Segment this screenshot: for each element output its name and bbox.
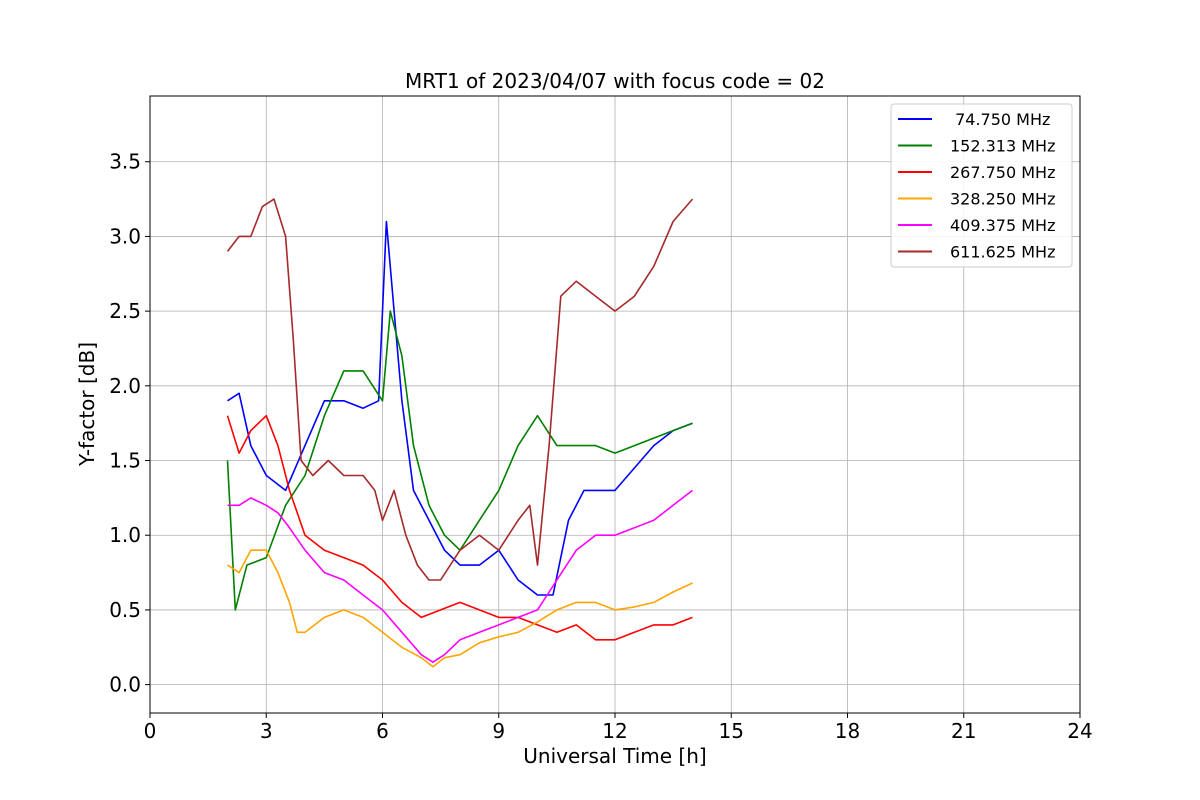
y-axis-ticks: 0.0 0.5 1.0 1.5 2.0 2.5 3.0 3.5 [109,150,150,697]
legend-box [890,103,1073,268]
x-tick-label: 0 [144,719,157,743]
series-lines [226,198,694,668]
series-line-2 [226,414,693,641]
plot-area [226,198,694,668]
y-tick-label: 0.0 [109,673,141,697]
legend: 74.750 MHz 152.313 MHz 267.750 MHz 328.250 … [890,103,1073,268]
legend-label-2: 267.750 MHz [950,163,1055,182]
legend-label-3: 328.250 MHz [950,190,1055,209]
chart-title: MRT1 of 2023/04/07 with focus code = 02 [405,69,825,93]
y-tick-label: 2.5 [109,299,141,323]
series-line-1 [226,310,693,611]
x-tick-label: 9 [492,719,505,743]
legend-label-1: 152.313 MHz [950,137,1055,156]
x-tick-label: 24 [1067,719,1092,743]
y-tick-label: 0.5 [109,598,141,622]
y-axis-label: Y-factor [dB] [75,342,99,467]
x-tick-label: 12 [602,719,627,743]
series-line-0 [227,220,693,596]
legend-label-0: 74.750 MHz [950,110,1050,129]
y-tick-label: 1.0 [109,523,141,547]
legend-label-4: 409.375 MHz [950,216,1055,235]
x-axis-ticks: 0 3 6 9 12 15 18 21 24 [144,713,1093,743]
x-tick-label: 15 [719,719,744,743]
x-tick-label: 18 [835,719,860,743]
x-tick-label: 21 [951,719,976,743]
series-line-4 [227,489,693,664]
y-tick-label: 2.0 [109,374,141,398]
y-tick-label: 3.5 [109,150,141,174]
legend-label-5: 611.625 MHz [950,243,1055,262]
x-tick-label: 3 [260,719,273,743]
y-tick-label: 1.5 [109,449,141,473]
series-line-3 [227,549,693,668]
y-tick-label: 3.0 [109,224,141,248]
series-line-5 [226,198,694,581]
x-tick-label: 6 [376,719,389,743]
x-axis-label: Universal Time [h] [523,744,706,768]
